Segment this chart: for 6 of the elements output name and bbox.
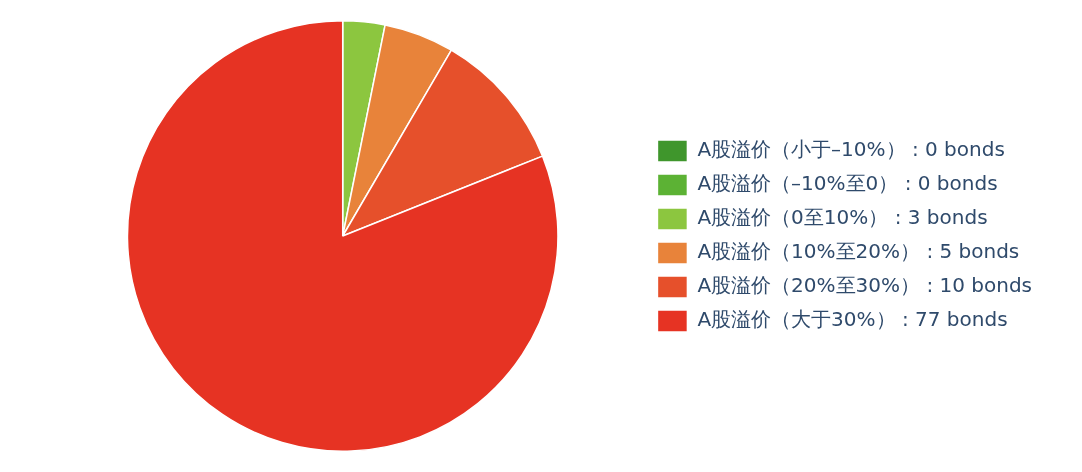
legend-label: A股溢价（大于30%） : 77 bonds [697, 307, 1008, 332]
legend-label: A股溢价（–10%至0） : 0 bonds [697, 171, 998, 196]
legend-label: A股溢价（小于–10%） : 0 bonds [697, 137, 1005, 162]
legend-label: A股溢价（20%至30%） : 10 bonds [697, 273, 1033, 298]
legend-label: A股溢价（10%至20%） : 5 bonds [697, 239, 1020, 264]
legend-label: A股溢价（0至10%） : 3 bonds [697, 205, 988, 230]
